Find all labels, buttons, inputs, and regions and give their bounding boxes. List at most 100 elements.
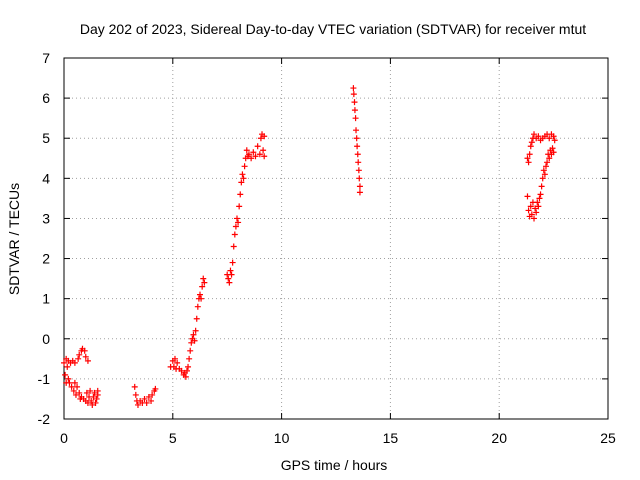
data-point: [68, 383, 75, 390]
data-point: [131, 383, 138, 390]
data-point: [350, 91, 357, 98]
x-tick-label: 15: [383, 430, 399, 446]
y-tick-label: 2: [42, 251, 50, 267]
x-tick-label: 10: [274, 430, 290, 446]
data-point: [248, 155, 255, 162]
data-point: [524, 193, 531, 200]
data-point: [152, 385, 159, 392]
data-point: [74, 383, 81, 390]
plot-frame: [63, 57, 609, 420]
data-point: [66, 379, 73, 386]
data-point: [537, 191, 544, 198]
data-point: [188, 339, 195, 346]
data-point: [238, 179, 245, 186]
data-point: [201, 279, 208, 286]
data-point: [71, 379, 78, 386]
data-point: [228, 271, 235, 278]
y-tick-label: -1: [38, 371, 51, 387]
data-point: [62, 371, 69, 378]
data-point: [84, 399, 91, 406]
data-point: [76, 351, 83, 358]
axis-ticks: 0 5 10 15 20 25 -2 -1 0 1 2 3 4 5 6 7: [38, 50, 616, 446]
data-point: [187, 347, 194, 354]
data-point: [88, 397, 95, 404]
data-point: [256, 151, 263, 158]
data-point: [197, 291, 203, 298]
data-point: [90, 393, 97, 400]
x-tick-label: 0: [60, 430, 68, 446]
data-point: [93, 395, 100, 402]
data-point: [225, 275, 232, 282]
y-tick-label: 5: [42, 130, 50, 146]
data-point: [243, 147, 250, 154]
data-point: [551, 137, 558, 144]
data-point: [356, 183, 363, 190]
data-point: [539, 175, 546, 182]
data-point: [82, 353, 89, 360]
data-point: [178, 367, 185, 374]
y-tick-label: 4: [42, 170, 50, 186]
data-point: [531, 131, 538, 138]
data-point: [529, 135, 536, 142]
data-points: [61, 85, 558, 408]
y-tick-label: -2: [38, 411, 51, 427]
data-point: [237, 191, 244, 198]
data-point: [354, 151, 361, 158]
data-point: [149, 391, 156, 398]
data-point: [198, 295, 205, 302]
data-point: [540, 167, 547, 174]
data-point: [186, 355, 193, 362]
data-point: [185, 363, 192, 370]
y-tick-label: 0: [42, 331, 50, 347]
data-point: [143, 399, 150, 406]
data-point: [538, 183, 545, 190]
data-point: [190, 331, 197, 338]
data-point: [525, 207, 532, 214]
data-point: [191, 337, 198, 344]
data-point: [148, 397, 155, 404]
data-point: [525, 159, 532, 166]
data-point: [231, 231, 238, 238]
data-point: [352, 115, 359, 122]
data-point: [226, 279, 233, 286]
y-tick-label: 7: [42, 50, 50, 66]
data-point: [229, 259, 236, 266]
data-point: [535, 203, 542, 210]
data-point: [527, 143, 534, 150]
data-point: [353, 127, 360, 134]
data-point: [537, 137, 544, 144]
data-point: [182, 373, 189, 380]
data-point: [145, 393, 152, 400]
data-point: [83, 389, 90, 396]
data-point: [261, 133, 268, 140]
y-tick-label: 1: [42, 291, 50, 307]
data-point: [89, 401, 96, 408]
data-point: [260, 147, 267, 154]
data-point: [354, 143, 361, 150]
data-point: [350, 85, 357, 92]
data-point: [235, 219, 242, 226]
data-point: [536, 195, 543, 202]
data-point: [356, 189, 363, 196]
data-point: [544, 159, 551, 166]
data-point: [141, 395, 148, 402]
data-point: [252, 153, 259, 160]
data-point: [200, 275, 207, 282]
data-point: [64, 363, 71, 370]
data-point: [541, 171, 548, 178]
data-point: [550, 149, 557, 156]
data-point: [549, 145, 556, 152]
data-point: [250, 149, 257, 156]
data-point: [233, 215, 240, 222]
data-point: [174, 359, 181, 366]
data-point: [84, 357, 91, 364]
data-point: [227, 267, 234, 274]
data-point: [72, 391, 79, 398]
data-point: [134, 401, 141, 408]
data-point: [527, 203, 534, 210]
data-point: [87, 387, 94, 394]
data-point: [257, 135, 264, 142]
data-point: [546, 135, 553, 142]
chart-title: Day 202 of 2023, Sidereal Day-to-day VTE…: [80, 21, 586, 37]
y-axis-label: SDTVAR / TECUs: [6, 183, 22, 295]
